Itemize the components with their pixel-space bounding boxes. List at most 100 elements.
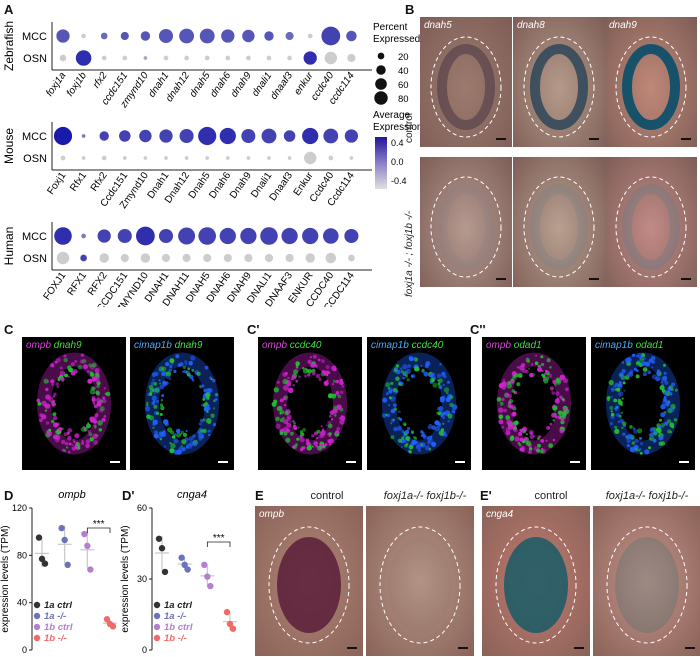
legend-value: 60: [398, 80, 409, 91]
legend-dot: [33, 634, 41, 642]
dot: [225, 156, 230, 160]
legend-label: 1b ctrl: [164, 622, 193, 633]
scale-bar: [110, 461, 120, 463]
panel-label-d: D: [4, 488, 14, 503]
legend-value: 40: [398, 66, 409, 77]
gene-label: Rfx1: [68, 170, 89, 194]
panel-label-e1: E': [480, 488, 492, 503]
data-point: [226, 620, 234, 628]
dot: [99, 131, 109, 141]
dot: [81, 156, 86, 160]
panel-c-fluorescence: ompb dnah9 cimap1b dnah9 ompb ccdc40 cim…: [0, 335, 700, 470]
dot: [221, 29, 235, 43]
fluorescence-image: cimap1b dnah9: [130, 337, 234, 470]
scale-bar: [455, 461, 465, 463]
y-tick-label: 60: [137, 503, 147, 513]
dot: [203, 253, 212, 263]
dot: [198, 227, 216, 245]
dot: [283, 130, 296, 142]
ish-image: [605, 157, 697, 287]
ish-image: ompb: [255, 506, 363, 656]
dot: [184, 55, 189, 61]
legend-label: 1a -/-: [164, 611, 186, 622]
legend-label: 1a ctrl: [164, 600, 192, 611]
dot: [120, 253, 129, 263]
ish-gene-label: ompb: [259, 509, 285, 520]
data-point: [58, 524, 65, 532]
legend-dot: [374, 91, 388, 105]
data-point: [161, 568, 169, 576]
legend-label: 1b -/-: [164, 633, 187, 644]
gene-label: dnah9: [229, 70, 254, 99]
legend-dot: [153, 634, 161, 642]
dot: [325, 252, 337, 264]
legend-value: 20: [398, 52, 409, 63]
dot: [302, 227, 319, 245]
dot: [60, 155, 66, 161]
dot: [164, 156, 168, 160]
dot: [143, 156, 148, 160]
y-tick-label: 30: [137, 574, 147, 584]
dot: [59, 54, 67, 62]
dot: [287, 55, 292, 61]
dot: [122, 55, 128, 61]
dot: [53, 126, 73, 146]
dot: [117, 228, 132, 244]
panel-label-b: B: [405, 2, 415, 17]
legend-tick: 0.0: [391, 157, 404, 167]
legend-dot: [33, 612, 41, 620]
ish-stain: [268, 526, 350, 644]
row-label: OSN: [23, 253, 47, 265]
dot: [264, 253, 274, 263]
y-tick-label: 0: [142, 645, 147, 655]
scale-bar: [496, 138, 506, 140]
dot: [158, 28, 174, 44]
dot: [136, 226, 155, 246]
fluorescence-image: ompb ccdc40: [258, 337, 362, 470]
scale-bar: [681, 278, 691, 280]
dot: [140, 253, 151, 263]
fluorescence-signal: [271, 352, 347, 455]
dot: [324, 51, 338, 65]
legend-dot: [153, 612, 161, 620]
data-point: [64, 561, 71, 568]
scale-bar: [679, 461, 689, 463]
legend-title: Average: [373, 110, 411, 121]
legend-value: 80: [398, 94, 409, 105]
dot: [219, 127, 236, 145]
col-title-mutant-e1: foxj1a-/- foxj1b-/-: [605, 490, 689, 502]
ish-image: [513, 157, 605, 287]
data-point: [38, 555, 46, 563]
gene-label: Foxj1: [45, 170, 68, 197]
plot-title: cnga4: [177, 490, 207, 501]
panel-b-ish-images: control foxj1a -/- ; foxj1b -/- dnah5 dn…: [400, 15, 700, 305]
legend-dot: [153, 623, 161, 631]
panel-label-a: A: [4, 2, 14, 17]
fluorescence-signal: [381, 352, 458, 455]
dot: [305, 253, 315, 263]
legend-dot: [377, 52, 385, 60]
dot: [323, 228, 339, 244]
col-title-control-e1: control: [534, 490, 568, 502]
dot: [119, 130, 131, 142]
significance-label: ***: [93, 519, 105, 530]
dot: [75, 50, 92, 66]
data-point: [103, 616, 111, 623]
ish-gene-label: cnga4: [486, 509, 514, 520]
fluorescence-signal: [496, 352, 571, 455]
dot: [219, 227, 236, 245]
scale-bar: [589, 138, 599, 140]
dot: [140, 31, 151, 41]
significance-label: ***: [213, 533, 225, 544]
dot: [344, 228, 359, 244]
dot: [241, 128, 256, 144]
dot: [267, 156, 271, 160]
scale-bar: [681, 138, 691, 140]
gene-label: dnah6: [208, 70, 233, 99]
legend-tick: -0.4: [391, 176, 407, 186]
scatter-ompb: ompb expression levels (TPM) 0 40 80 120 *** 1a…: [0, 490, 117, 655]
data-point: [229, 625, 237, 632]
dot: [139, 129, 152, 143]
dot: [261, 128, 277, 144]
